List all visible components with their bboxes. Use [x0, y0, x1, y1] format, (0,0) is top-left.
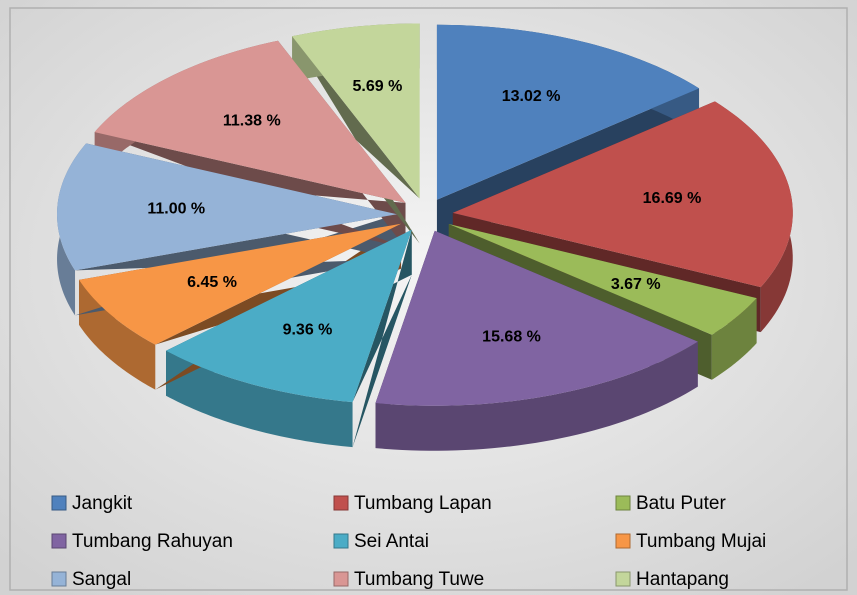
slice-side: [375, 341, 698, 451]
legend-label: Tumbang Lapan: [354, 493, 492, 514]
slice-side: [79, 279, 156, 390]
legend-label: Tumbang Mujai: [636, 531, 766, 552]
legend-swatch: [51, 533, 67, 549]
legend-label: Jangkit: [72, 493, 133, 514]
legend-swatch: [615, 495, 631, 511]
slice-edge: [436, 24, 700, 245]
legend-label: Sei Antai: [354, 531, 429, 552]
legend-label: Batu Puter: [636, 493, 726, 514]
legend-label: Hantapang: [636, 569, 729, 590]
value-label: 11.38 %: [223, 112, 281, 129]
pie-slice: [452, 101, 793, 288]
pie-slice: [79, 223, 402, 345]
legend-swatch: [615, 571, 631, 587]
value-label: 16.69 %: [643, 190, 702, 207]
pie-slice: [375, 230, 698, 406]
slice-tops: [57, 23, 793, 406]
legend-swatch: [333, 571, 349, 587]
legend-swatch: [51, 571, 67, 587]
slice-edge: [79, 223, 402, 390]
pie-slice: [94, 40, 406, 203]
pie-slice: [166, 229, 412, 403]
value-label: 13.02 %: [502, 88, 561, 105]
value-label: 3.67 %: [611, 276, 661, 293]
slice-edge: [292, 23, 420, 244]
legend-swatch: [333, 533, 349, 549]
legend-label: Tumbang Tuwe: [354, 569, 484, 590]
pie-slice: [292, 23, 420, 199]
slice-edge: [94, 40, 406, 248]
value-label: 5.69 %: [352, 78, 402, 95]
legend-label: Sangal: [72, 569, 131, 590]
value-label: 9.36 %: [283, 321, 333, 338]
value-label: 11.00 %: [147, 200, 205, 217]
legend-swatch: [333, 495, 349, 511]
plot-border: [9, 7, 848, 591]
value-label: 6.45 %: [187, 274, 237, 291]
pie-slice: [57, 143, 398, 271]
slice-side: [166, 350, 353, 448]
pie-slice: [448, 223, 757, 335]
legend-label: Tumbang Rahuyan: [72, 531, 233, 552]
legend-swatch: [615, 533, 631, 549]
slice-side: [711, 298, 757, 380]
pie-slice: [436, 24, 700, 200]
value-label: 15.68 %: [482, 329, 541, 346]
legend-swatch: [51, 495, 67, 511]
